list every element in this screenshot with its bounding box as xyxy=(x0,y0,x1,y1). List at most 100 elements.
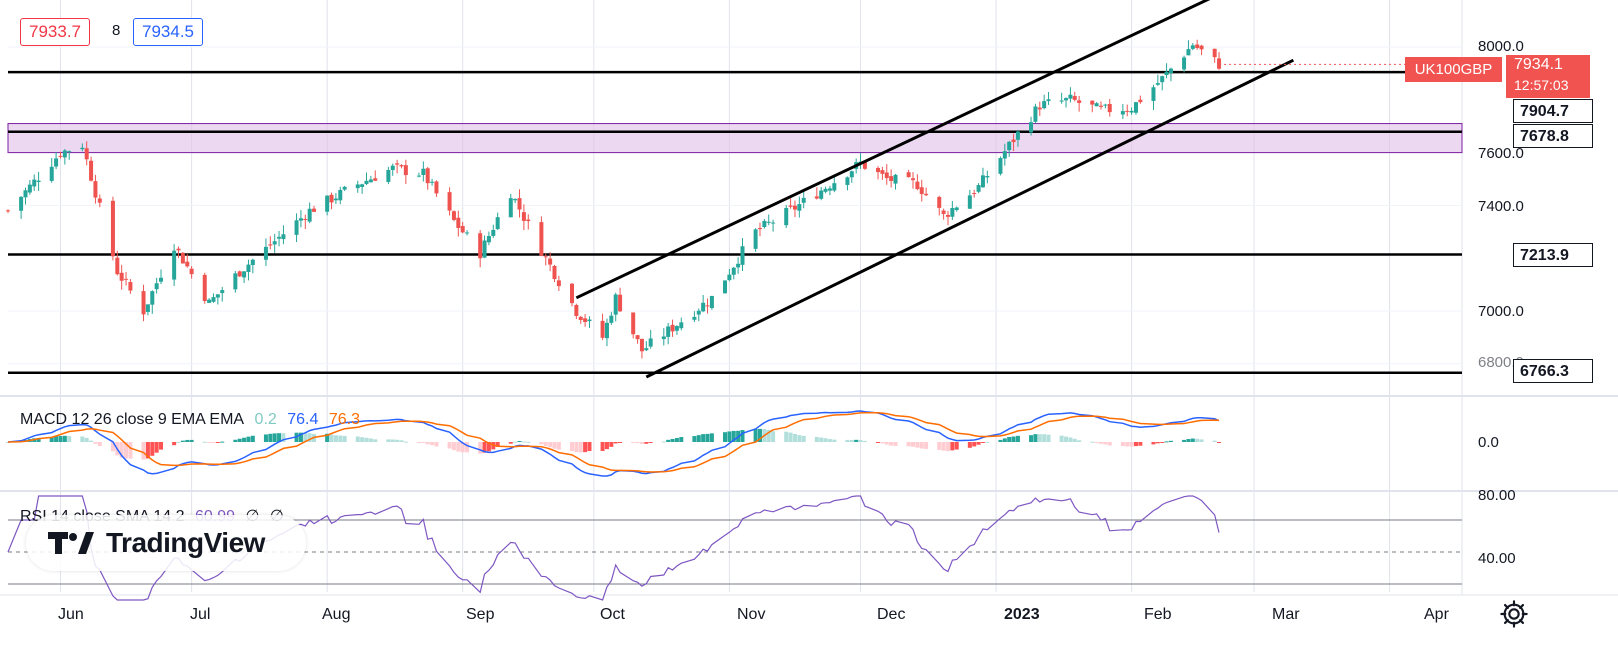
candle-body xyxy=(32,179,37,187)
candle-body xyxy=(819,190,824,199)
macd-histogram-bar xyxy=(172,442,177,446)
macd-histogram-bar xyxy=(159,442,164,450)
macd-histogram-bar xyxy=(110,442,115,452)
candle-body xyxy=(967,195,972,209)
trend-channel-lower xyxy=(645,58,1295,379)
macd-histogram-bar xyxy=(674,437,679,442)
macd-histogram-bar xyxy=(1138,442,1143,446)
macd-histogram-bar xyxy=(521,441,526,443)
macd-histogram-bar xyxy=(1164,441,1169,443)
candle-body xyxy=(27,184,32,193)
macd-histogram-bar xyxy=(618,442,623,443)
macd-histogram-bar xyxy=(128,442,133,459)
macd-histogram-bar xyxy=(574,442,579,453)
macd-histogram-bar xyxy=(1195,438,1200,442)
macd-histogram-bar xyxy=(338,435,343,442)
candle-body xyxy=(849,171,854,178)
candle-body xyxy=(583,318,588,323)
macd-histogram-bar xyxy=(1011,436,1016,442)
candle-body xyxy=(701,302,706,312)
candle-body xyxy=(1155,83,1160,85)
gear-icon[interactable] xyxy=(1498,598,1530,630)
candle-body xyxy=(246,264,251,273)
macd-histogram-bar xyxy=(277,433,282,442)
macd-histogram-bar xyxy=(1059,435,1064,442)
macd-histogram-bar xyxy=(548,442,553,448)
macd-histogram-bar xyxy=(1186,439,1191,442)
candle-body xyxy=(263,246,268,260)
macd-histogram-bar xyxy=(1099,442,1103,444)
macd-histogram-bar xyxy=(609,442,614,447)
candle-body xyxy=(941,210,946,214)
macd-histogram-bar xyxy=(97,442,102,447)
macd-histogram-bar xyxy=(364,437,369,442)
candle-body xyxy=(972,193,977,195)
candle-body xyxy=(325,195,330,212)
candle-body xyxy=(727,274,732,281)
macd-histogram-bar xyxy=(342,435,347,442)
spread-value: 8 xyxy=(112,22,121,39)
macd-histogram-bar xyxy=(644,442,649,444)
candle-body xyxy=(801,197,806,203)
macd-histogram-bar xyxy=(220,441,225,443)
macd-histogram-bar xyxy=(583,442,588,453)
macd-histogram-bar xyxy=(189,439,194,442)
level-tag[interactable]: 6766.3 xyxy=(1513,359,1593,383)
macd-histogram-bar xyxy=(552,442,557,449)
candle-body xyxy=(154,283,159,290)
macd-histogram-bar xyxy=(670,438,675,442)
macd-histogram-bar xyxy=(539,442,544,445)
candle-body xyxy=(119,272,124,281)
candle-body xyxy=(648,338,653,347)
bar-countdown: 12:57:03 xyxy=(1514,77,1569,93)
candle-body xyxy=(976,185,981,192)
price-tick: 7000.0 xyxy=(1478,303,1524,320)
candle-body xyxy=(600,320,605,338)
candle-body xyxy=(202,274,207,301)
candle-body xyxy=(172,250,177,280)
macd-histogram-bar xyxy=(753,428,758,442)
sell-price-button[interactable]: 7933.7 xyxy=(20,18,90,46)
macd-histogram-bar xyxy=(893,442,898,446)
candle-body xyxy=(543,256,548,258)
macd-histogram-bar xyxy=(1160,442,1165,443)
time-label: Jun xyxy=(58,606,84,623)
candle-body xyxy=(58,155,63,157)
level-tag[interactable]: 7904.7 xyxy=(1513,99,1593,123)
candle-body xyxy=(491,229,496,236)
macd-histogram-bar xyxy=(395,439,400,442)
candle-body xyxy=(430,181,435,183)
macd-histogram-bar xyxy=(176,441,181,443)
candle-body xyxy=(574,305,579,316)
price-tick: 7400.0 xyxy=(1478,198,1524,215)
candle-body xyxy=(1168,68,1173,74)
macd-histogram-bar xyxy=(447,442,452,449)
macd-histogram-bar xyxy=(272,433,277,442)
macd-histogram-bar xyxy=(1037,434,1042,442)
candle-body xyxy=(495,217,500,230)
candle-body xyxy=(482,240,487,258)
macd-histogram-bar xyxy=(80,436,85,442)
level-tag[interactable]: 7678.8 xyxy=(1513,124,1593,148)
candle-body xyxy=(757,228,762,230)
candle-body xyxy=(644,348,649,351)
macd-histogram-bar xyxy=(832,439,837,442)
candle-body xyxy=(911,178,916,181)
macd-histogram-bar xyxy=(368,438,373,442)
candle-body xyxy=(465,232,470,234)
macd-histogram-bar xyxy=(1212,440,1217,442)
buy-price-button[interactable]: 7934.5 xyxy=(133,18,203,46)
macd-legend[interactable]: MACD 12 26 close 9 EMA EMA 0.2 76.4 76.3 xyxy=(20,411,366,429)
level-tag[interactable]: 7213.9 xyxy=(1513,243,1593,267)
price-tick: 7600.0 xyxy=(1478,145,1524,162)
candle-body xyxy=(548,258,553,265)
macd-histogram-bar xyxy=(727,431,732,442)
macd-histogram-bar xyxy=(639,442,644,444)
macd-histogram-bar xyxy=(513,441,518,443)
price-tick: 8000.0 xyxy=(1478,38,1524,55)
candle-body xyxy=(766,221,771,223)
candle-body xyxy=(784,207,789,226)
tradingview-logo[interactable]: TradingView xyxy=(26,515,306,571)
